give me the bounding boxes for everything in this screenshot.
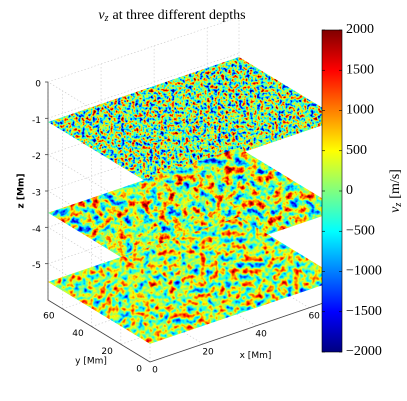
colorbar-symbol: v (388, 206, 403, 213)
colorbar-tick-label: 1500 (346, 62, 374, 77)
colorbar-tick-label: −1500 (346, 304, 382, 319)
colorbar-tick-label: −500 (346, 223, 375, 238)
colorbar-tick-label: 2000 (346, 22, 374, 37)
colorbar-label: vz [m/s] (388, 169, 404, 213)
plot-area: 0 -1 -2 -3 -4 -5 0 20 40 60 0 20 40 60 z [Mm] y [Mm] x [… (17, 16, 342, 376)
colorbar-tick-label: 500 (346, 143, 367, 158)
y-tick-label: 0 (136, 365, 142, 375)
grid-line (47, 227, 151, 290)
z-tick-label: -3 (32, 189, 41, 199)
x-axis-label: x [Mm] (240, 351, 272, 361)
z-tick-label: -1 (32, 116, 41, 126)
x-tick-label: 60 (308, 311, 320, 321)
z-tick-label: -4 (32, 225, 41, 235)
y-tick-label: 60 (43, 311, 55, 321)
grid-line (47, 16, 240, 83)
z-tick-label: -5 (32, 261, 41, 271)
x-axis (149, 296, 342, 363)
y-tick-label: 20 (101, 347, 113, 357)
chart-title: vz at three different depths (98, 8, 245, 24)
x-tick-label: 0 (152, 366, 158, 376)
colorbar-tick-label: 0 (346, 183, 353, 198)
colorbar-unit: [m/s] (388, 169, 403, 199)
title-symbol: v (98, 8, 105, 23)
colorbar-tick-label: 1000 (346, 103, 374, 118)
z-tick-label: 0 (35, 80, 41, 90)
colorbar-tick-label: −2000 (346, 344, 382, 359)
grid-line (47, 53, 240, 119)
y-axis-label: y [Mm] (75, 357, 107, 367)
colorbar-tick-label: −1000 (346, 264, 382, 279)
colorbar-subscript: z (393, 203, 404, 208)
y-axis (47, 299, 151, 363)
depth-slice (48, 216, 341, 344)
depth-slice (48, 147, 341, 275)
z-tick-label: -2 (32, 152, 41, 162)
depth-slice (48, 56, 341, 184)
y-tick-label: 40 (72, 329, 84, 339)
x-tick-label: 20 (202, 347, 214, 357)
grid-line (47, 154, 151, 217)
x-tick-label: 40 (255, 329, 267, 339)
title-text: at three different depths (113, 8, 246, 23)
title-subscript: z (104, 13, 109, 24)
z-axis-label: z [Mm] (17, 174, 27, 209)
